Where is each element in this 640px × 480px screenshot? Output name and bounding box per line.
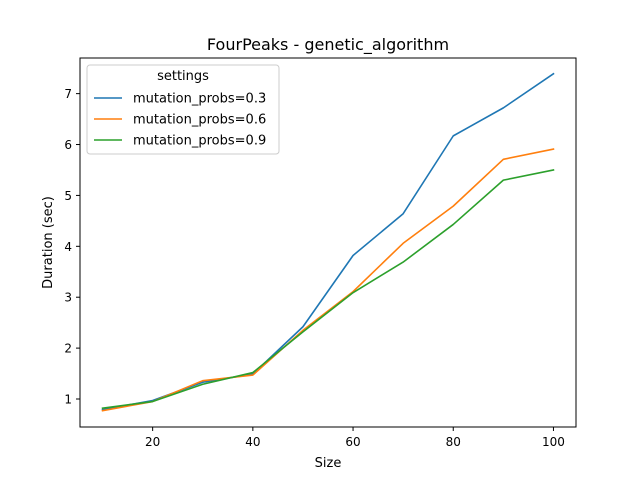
- y-tick-label: 1: [64, 393, 72, 407]
- y-axis: 1 2 3 4 5 6 7: [64, 87, 80, 407]
- y-tick-label: 3: [64, 291, 72, 305]
- legend-title: settings: [157, 69, 209, 84]
- y-tick-label: 7: [64, 87, 72, 101]
- legend-label-1: mutation_probs=0.3: [133, 92, 266, 107]
- x-tick-label: 80: [446, 435, 461, 449]
- x-axis-label: Size: [315, 456, 342, 471]
- legend: settings mutation_probs=0.3 mutation_prob…: [86, 64, 280, 155]
- x-axis: 20 40 60 80 100: [145, 427, 565, 449]
- legend-box: [86, 64, 280, 155]
- series-line-2: [101, 148, 555, 412]
- y-axis-label: Duration (sec): [41, 196, 56, 289]
- chart-title: FourPeaks - genetic_algorithm: [207, 35, 449, 55]
- series-lines: [101, 72, 555, 412]
- x-tick-label: 20: [145, 435, 160, 449]
- x-tick-label: 100: [542, 435, 565, 449]
- x-tick-label: 40: [245, 435, 260, 449]
- legend-label-2: mutation_probs=0.6: [133, 113, 266, 128]
- y-tick-label: 2: [64, 342, 72, 356]
- axes-frame: [79, 57, 577, 428]
- y-tick-label: 4: [64, 240, 72, 254]
- y-tick-label: 6: [64, 138, 72, 152]
- series-line-3: [101, 169, 555, 410]
- legend-label-3: mutation_probs=0.9: [133, 134, 266, 149]
- y-tick-label: 5: [64, 189, 72, 203]
- x-tick-label: 60: [345, 435, 360, 449]
